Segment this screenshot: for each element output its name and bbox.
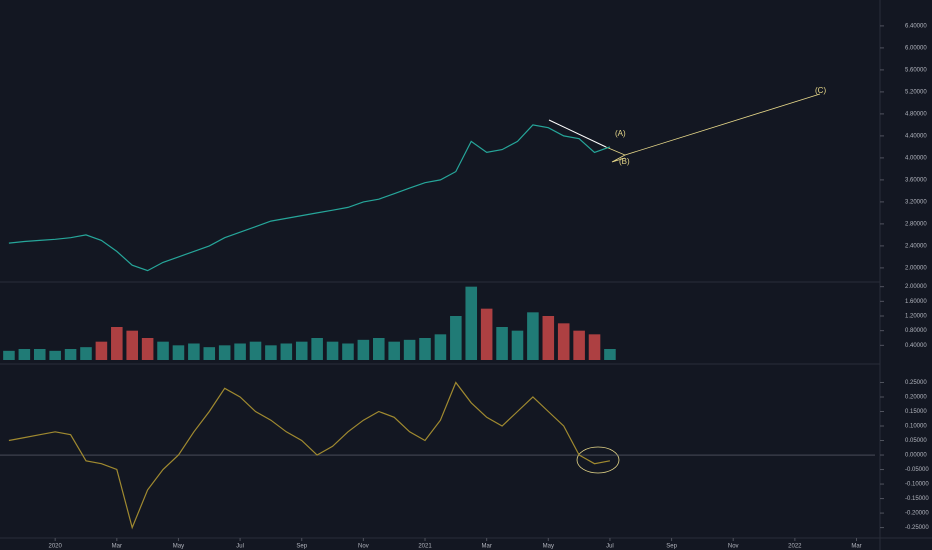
y-tick-label: 2.00000 — [905, 265, 927, 271]
y-tick-label: 2.40000 — [905, 243, 927, 249]
volume-bar — [64, 349, 77, 360]
volume-bar — [388, 341, 400, 360]
y-tick-label: -0.10000 — [905, 482, 929, 488]
y-tick-label: -0.15000 — [905, 496, 929, 502]
line-series — [8, 124, 611, 272]
x-tick-label: Nov — [728, 544, 739, 550]
volume-bar — [95, 341, 108, 360]
x-tick-label: Mar — [481, 544, 491, 550]
volume-bar — [357, 339, 370, 360]
y-tick-label: 1.20000 — [905, 314, 927, 320]
volume-bar — [49, 350, 61, 360]
volume-bar — [311, 338, 323, 360]
volume-bar — [434, 334, 447, 360]
volume-bar — [172, 345, 185, 360]
line-series — [8, 381, 611, 530]
volume-bar — [573, 330, 585, 360]
wave-path — [605, 146, 626, 163]
projection-line — [624, 93, 821, 156]
x-tick-label: 2022 — [788, 544, 802, 550]
volume-bar — [218, 345, 231, 360]
volume-bar — [33, 349, 46, 360]
y-tick-label: 0.40000 — [905, 343, 927, 349]
volume-bar — [234, 343, 246, 360]
y-tick-label: 0.80000 — [905, 328, 927, 334]
y-tick-label: 5.20000 — [905, 89, 927, 95]
volume-bar — [527, 312, 539, 360]
x-tick-label: Jul — [236, 544, 244, 550]
y-tick-label: 3.60000 — [905, 177, 927, 183]
volume-bar — [465, 286, 478, 360]
y-tick-label: 0.05000 — [905, 438, 927, 444]
highlight-ellipse — [576, 446, 620, 474]
y-tick-label: 0.20000 — [905, 395, 927, 401]
volume-bar — [18, 349, 31, 360]
x-tick-label: Jul — [606, 544, 614, 550]
x-tick-label: Sep — [666, 544, 677, 550]
x-tick-label: 2020 — [48, 544, 62, 550]
y-tick-label: 0.25000 — [905, 380, 927, 386]
volume-bar — [419, 338, 431, 360]
x-tick-label: 2021 — [418, 544, 432, 550]
volume-bar — [126, 330, 138, 360]
volume-bar — [557, 323, 570, 360]
y-tick-label: 0.00000 — [905, 453, 927, 459]
volume-bar — [157, 341, 169, 360]
y-tick-label: 4.00000 — [905, 155, 927, 161]
wave-label: (C) — [815, 86, 826, 95]
y-tick-label: 4.80000 — [905, 111, 927, 117]
x-tick-label: Sep — [296, 544, 307, 550]
volume-bar — [326, 341, 339, 360]
volume-bar — [403, 339, 416, 360]
volume-bar — [295, 341, 308, 360]
volume-bar — [496, 327, 508, 360]
y-tick-label: 0.15000 — [905, 409, 927, 415]
x-tick-label: Mar — [112, 544, 122, 550]
volume-bar — [111, 327, 123, 360]
y-tick-label: 1.60000 — [905, 299, 927, 305]
volume-bar — [588, 334, 601, 360]
x-tick-label: May — [543, 544, 554, 550]
volume-bar — [203, 347, 216, 360]
x-tick-label: Mar — [851, 544, 861, 550]
volume-bar — [141, 338, 154, 360]
volume-bar — [480, 308, 493, 360]
trend-line — [548, 119, 607, 148]
y-tick-label: 2.80000 — [905, 221, 927, 227]
volume-bar — [80, 347, 92, 360]
volume-bar — [450, 316, 462, 360]
volume-bar — [280, 343, 293, 360]
y-tick-label: 4.40000 — [905, 133, 927, 139]
y-tick-label: 2.00000 — [905, 284, 927, 290]
y-tick-label: 6.40000 — [905, 23, 927, 29]
y-tick-label: -0.25000 — [905, 525, 929, 531]
y-tick-label: 0.10000 — [905, 424, 927, 430]
volume-bar — [511, 330, 524, 360]
y-tick-label: 6.00000 — [905, 45, 927, 51]
x-tick-label: May — [173, 544, 184, 550]
y-tick-label: 5.60000 — [905, 67, 927, 73]
wave-label: (A) — [615, 129, 626, 138]
y-tick-label: -0.05000 — [905, 467, 929, 473]
volume-bar — [342, 343, 354, 360]
x-tick-label: Nov — [358, 544, 369, 550]
wave-label: (B) — [619, 157, 630, 166]
volume-bar — [188, 343, 200, 360]
volume-bar — [249, 341, 262, 360]
y-tick-label: 3.20000 — [905, 199, 927, 205]
volume-bar — [265, 345, 277, 360]
volume-bar — [604, 349, 616, 360]
volume-bar — [373, 338, 385, 360]
volume-bar — [3, 350, 15, 360]
volume-bar — [542, 316, 555, 360]
y-tick-label: -0.20000 — [905, 511, 929, 517]
